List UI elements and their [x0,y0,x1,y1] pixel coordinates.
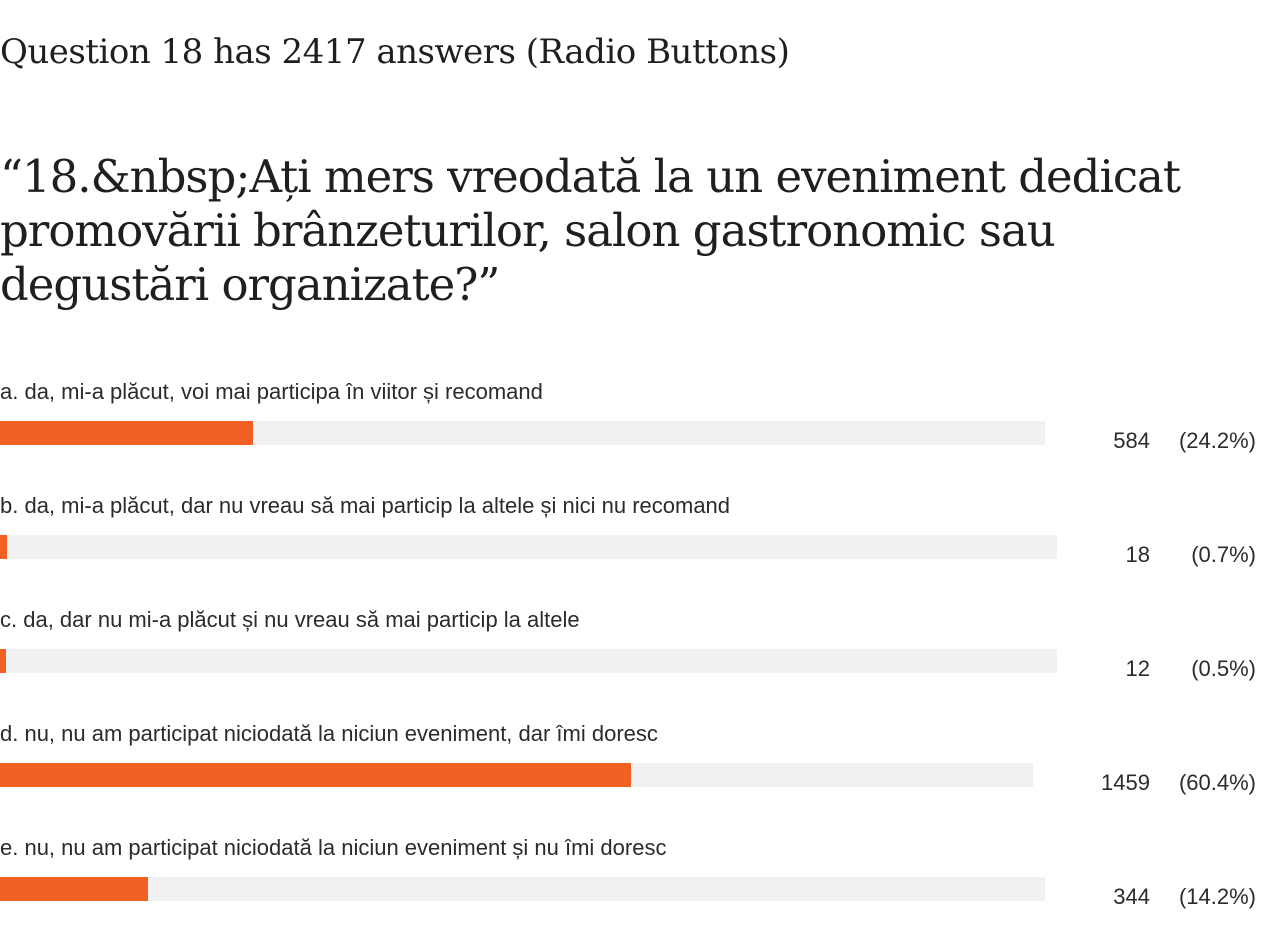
answer-option-label: a. da, mi-a plăcut, voi mai participa în… [0,379,543,404]
answer-percent: (0.7%) [1191,542,1256,567]
answer-count: 584 [1113,428,1150,453]
answer-bar-fill [0,535,8,559]
answer-option-label: b. da, mi-a plăcut, dar nu vreau să mai … [0,493,731,518]
question-title: “18.&nbsp;Ați mers vreodată la un evenim… [0,150,1181,311]
answer-option: d. nu, nu am participat niciodată la nic… [0,712,1270,826]
question-summary: Question 18 has 2417 answers (Radio Butt… [0,32,790,72]
answer-option-label: c. da, dar nu mi-a plăcut și nu vreau să… [0,607,580,632]
answer-bar-fill [0,877,149,901]
answer-percent: (24.2%) [1178,428,1256,453]
answer-bar-fill [0,421,253,445]
answer-percent: (60.4%) [1178,770,1256,795]
answer-option-label: e. nu, nu am participat niciodată la nic… [0,835,667,860]
answer-percent: (14.2%) [1178,884,1256,909]
answer-bar-track [0,763,1033,787]
answer-options-chart: a. da, mi-a plăcut, voi mai participa în… [0,370,1270,940]
answer-bar-track [0,535,1057,559]
answer-option-label: d. nu, nu am participat niciodată la nic… [0,721,658,746]
answer-count: 12 [1125,656,1150,681]
answer-count: 344 [1113,884,1150,909]
answer-bar-fill [0,649,6,673]
answer-count: 18 [1125,542,1150,567]
answer-count: 1459 [1101,770,1150,795]
answer-option: e. nu, nu am participat niciodată la nic… [0,826,1270,940]
answer-option: a. da, mi-a plăcut, voi mai participa în… [0,370,1270,484]
answer-option: c. da, dar nu mi-a plăcut și nu vreau să… [0,598,1270,712]
answer-percent: (0.5%) [1191,656,1256,681]
answer-bar-fill [0,763,632,787]
answer-bar-track [0,649,1057,673]
answer-bar-track [0,877,1045,901]
answer-bar-track [0,421,1045,445]
answer-option: b. da, mi-a plăcut, dar nu vreau să mai … [0,484,1270,598]
